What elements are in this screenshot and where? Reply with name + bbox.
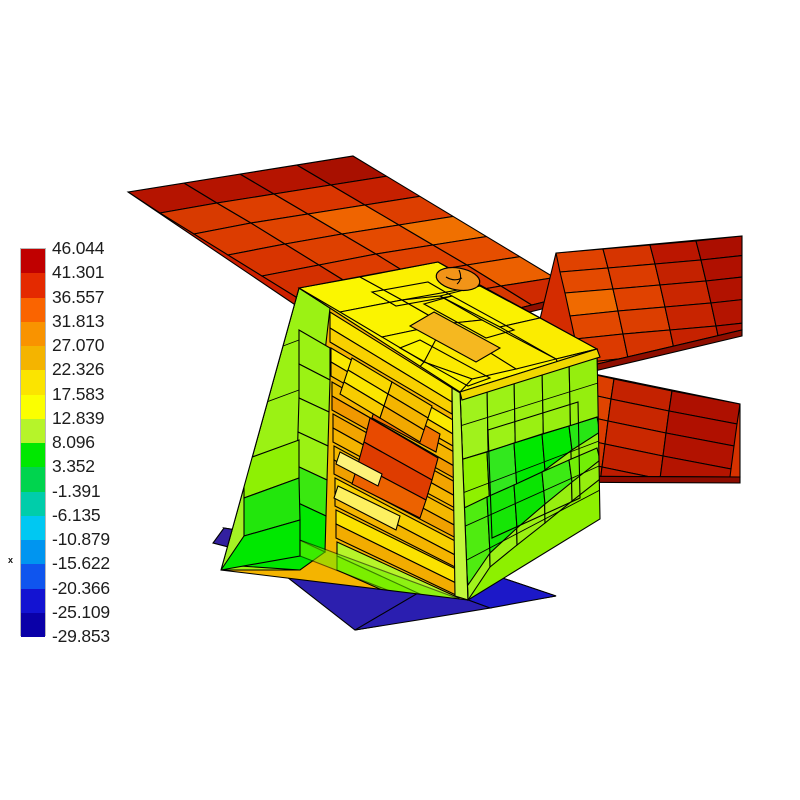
- legend-swatch-1: [21, 273, 45, 298]
- legend-label: -1.391: [52, 480, 101, 501]
- legend-label: 3.352: [52, 456, 95, 477]
- legend-label: 17.583: [52, 383, 105, 404]
- interior-shelves: [299, 311, 468, 600]
- bus-top-face: [297, 261, 601, 401]
- legend-swatch-4: [21, 346, 45, 371]
- bus-left-edge: [221, 288, 331, 572]
- legend-swatch-8: [21, 443, 45, 468]
- legend-swatch-12: [21, 540, 45, 565]
- legend-swatch-10: [21, 491, 45, 516]
- legend-swatch-7: [21, 418, 45, 443]
- legend-swatch-2: [21, 297, 45, 322]
- legend-label: -15.622: [52, 553, 110, 574]
- legend-swatch-0: [21, 249, 45, 274]
- bus-right-face: [459, 348, 601, 601]
- legend-swatch-9: [21, 467, 45, 492]
- legend-label: 8.096: [52, 432, 95, 452]
- legend-swatch-6: [21, 394, 45, 419]
- antenna-dish-top: [435, 266, 481, 292]
- axis-x-label: x: [8, 555, 14, 565]
- legend-swatch-14: [21, 588, 45, 613]
- bus-front-shelves: [220, 287, 469, 601]
- legend-swatch-15: [21, 612, 45, 637]
- legend-swatch-3: [21, 321, 45, 346]
- contour-color-legend: 46.044 41.301 36.557 31.813 27.070 22.32…: [20, 238, 138, 646]
- legend-label: 41.301: [52, 262, 105, 283]
- legend-label: -10.879: [52, 529, 110, 549]
- legend-label: 31.813: [52, 310, 105, 331]
- legend-label: 22.326: [52, 359, 105, 380]
- legend-label: 46.044: [52, 238, 105, 258]
- legend-label: -6.135: [52, 504, 101, 525]
- legend-label: -20.366: [52, 577, 110, 598]
- legend-label: -25.109: [52, 601, 110, 622]
- legend-label: 27.070: [52, 335, 105, 355]
- legend-label: -29.853: [52, 626, 110, 646]
- legend-colorbar[interactable]: [20, 248, 46, 637]
- legend-tick-labels: 46.044 41.301 36.557 31.813 27.070 22.32…: [52, 236, 138, 648]
- legend-swatch-5: [21, 370, 45, 395]
- legend-swatch-13: [21, 564, 45, 589]
- legend-label: 12.839: [52, 407, 105, 428]
- legend-label: 36.557: [52, 286, 105, 307]
- legend-swatch-11: [21, 515, 45, 540]
